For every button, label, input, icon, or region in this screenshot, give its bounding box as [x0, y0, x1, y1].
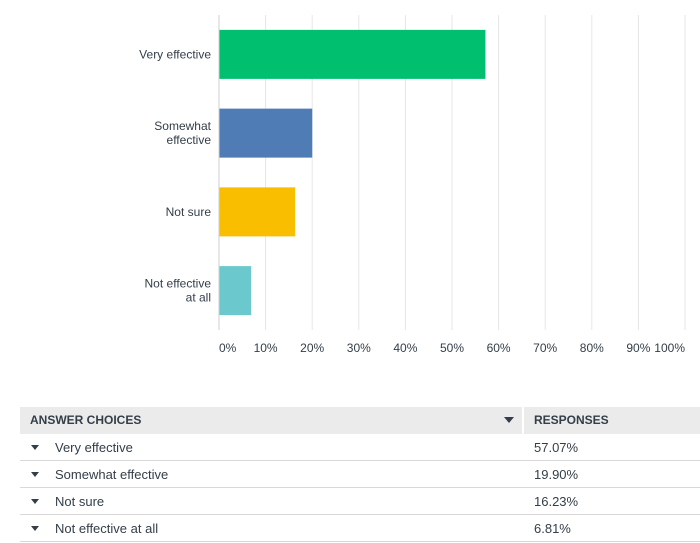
x-tick-label: 40%	[393, 341, 417, 355]
response-percent: 6.81%	[534, 520, 571, 536]
response-percent: 16.23%	[534, 493, 579, 509]
x-tick-label: 10%	[254, 341, 278, 355]
response-percent: 57.07%	[534, 439, 579, 455]
sort-caret-icon[interactable]	[504, 417, 514, 423]
x-tick-label: 60%	[487, 341, 511, 355]
answer-choices-header[interactable]: ANSWER CHOICES	[20, 407, 524, 434]
x-axis-tick-labels: 0% 10% 20% 30% 40% 50% 60% 70% 80% 90% 100%	[219, 341, 685, 355]
category-label: Very effective	[139, 47, 211, 61]
expand-caret-icon[interactable]	[31, 498, 39, 504]
category-labels: Very effective Somewhat effective Not sure N…	[139, 47, 211, 304]
table-row: Very effective 57.07%	[20, 434, 700, 461]
expand-caret-icon[interactable]	[31, 471, 39, 477]
x-tick-label: 100%	[654, 341, 685, 355]
category-label: Not sure	[166, 205, 212, 219]
x-tick-label: 80%	[580, 341, 604, 355]
answer-choices-header-label: ANSWER CHOICES	[30, 413, 142, 427]
answer-choice: Not sure	[55, 493, 105, 509]
bar[interactable]	[219, 266, 252, 316]
bar[interactable]	[219, 29, 486, 79]
x-tick-label: 0%	[219, 341, 237, 355]
responses-table: ANSWER CHOICES RESPONSES Very effective …	[20, 407, 700, 542]
response-percent: 19.90%	[534, 466, 579, 482]
bar-chart: Very effective Somewhat effective Not sure N…	[139, 15, 686, 355]
answer-choice: Not effective at all	[55, 520, 159, 536]
bar[interactable]	[219, 108, 313, 158]
bar[interactable]	[219, 187, 296, 237]
x-tick-label: 70%	[533, 341, 557, 355]
expand-caret-icon[interactable]	[31, 525, 39, 531]
answer-choice: Very effective	[55, 439, 133, 455]
x-tick-label: 30%	[347, 341, 371, 355]
responses-header: RESPONSES	[534, 413, 609, 427]
table-row: Not sure 16.23%	[20, 488, 700, 515]
x-tick-label: 50%	[440, 341, 464, 355]
answer-choice: Somewhat effective	[55, 466, 169, 482]
table-row: Not effective at all 6.81%	[20, 515, 700, 542]
category-label: Not effective at all	[145, 277, 212, 305]
category-label: Somewhat effective	[154, 119, 211, 147]
expand-caret-icon[interactable]	[31, 444, 39, 450]
table-header: ANSWER CHOICES RESPONSES	[20, 407, 700, 434]
x-tick-label: 20%	[300, 341, 324, 355]
x-tick-label: 90%	[626, 341, 650, 355]
chart-bars	[219, 29, 486, 316]
table-row: Somewhat effective 19.90%	[20, 461, 700, 488]
